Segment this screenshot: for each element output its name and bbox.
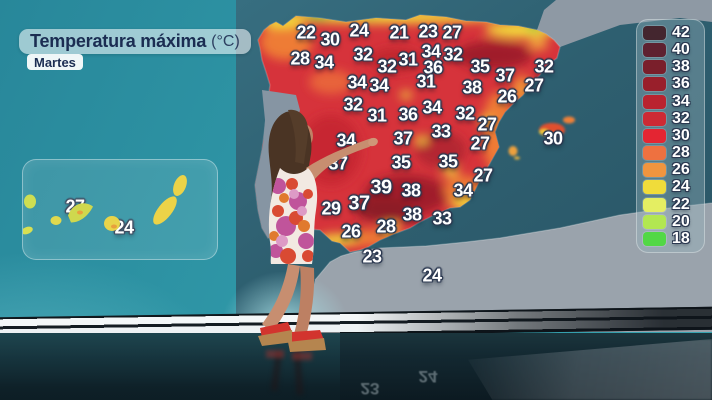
legend-value: 36 (672, 75, 690, 93)
iberia-map-svg (236, 0, 712, 332)
legend-color-chip (643, 128, 666, 143)
legend-color-chip (643, 26, 666, 40)
legend-value: 32 (672, 109, 690, 127)
legend-value: 28 (672, 144, 690, 162)
legend-color-chip (643, 77, 666, 92)
presenter-silhouette (258, 109, 378, 352)
legend-row: 32 (643, 109, 704, 127)
front-sandal-wedge (258, 330, 294, 346)
legend-row: 36 (643, 75, 704, 93)
legend-color-chip (643, 231, 666, 246)
title-box: Temperatura máxima (°C) (19, 29, 251, 54)
balearic-islands (508, 116, 575, 160)
page-title: Temperatura máxima (30, 31, 207, 51)
legend-value: 30 (672, 126, 690, 144)
legend-color-chip (643, 197, 666, 212)
legend-value: 42 (672, 24, 690, 41)
legend-row: 20 (643, 212, 704, 230)
legend-color-chip (643, 180, 666, 195)
shoe-reflection (266, 350, 284, 358)
legend-color-chip (643, 94, 666, 109)
legend-color-chip (643, 146, 666, 161)
legend-row: 26 (643, 161, 704, 179)
legend-row: 38 (643, 58, 704, 76)
temperature-heat-layer (259, 15, 557, 246)
temperature-legend: 42 40 38 36 34 32 30 28 26 24 22 20 18 (636, 19, 705, 253)
legend-row: 30 (643, 126, 704, 144)
weather-map (236, 0, 712, 332)
legend-row: 34 (643, 92, 704, 110)
legend-color-chip (643, 111, 666, 126)
reflected-temperature-label: 23 (360, 379, 380, 398)
presenter-front-leg (262, 264, 300, 332)
back-sandal-wedge (288, 338, 326, 352)
legend-row: 28 (643, 144, 704, 162)
legend-value: 34 (672, 92, 690, 110)
canary-islands-svg (23, 175, 187, 235)
france-region (537, 0, 712, 47)
legend-row: 24 (643, 178, 704, 196)
presenter-back-leg (294, 266, 315, 336)
legend-value: 18 (672, 229, 690, 247)
presenter-hand (368, 137, 378, 147)
legend-value: 38 (672, 58, 690, 76)
legend-row: 22 (643, 195, 704, 213)
legend-color-chip (643, 214, 666, 229)
legend-row: 40 (643, 41, 704, 59)
canary-islands-inset (22, 159, 218, 260)
legend-value: 20 (672, 212, 690, 230)
canary-islands-shapes (23, 175, 187, 235)
africa-coastline (314, 202, 712, 281)
front-sandal-strap (260, 322, 292, 338)
legend-color-chip (643, 60, 666, 75)
floor-africa-reflection (468, 339, 712, 400)
presenter-hair-front (288, 109, 308, 164)
presenter-arm (306, 138, 375, 180)
day-label: Martes (27, 54, 83, 70)
dress-floral-pattern (269, 178, 314, 264)
legend-row: 42 (643, 24, 704, 41)
legend-value: 40 (672, 41, 690, 59)
africa-region (305, 203, 712, 332)
legend-value: 22 (672, 195, 690, 213)
shoe-reflection (292, 352, 312, 360)
legend-row: 18 (643, 229, 704, 247)
legend-color-chip (643, 163, 666, 178)
legend-value: 26 (672, 161, 690, 179)
legend-color-chip (643, 43, 666, 58)
reflected-temperature-label: 24 (418, 367, 438, 386)
floor-teal-reflection (0, 333, 340, 400)
studio-floor: 23 24 (0, 333, 712, 400)
legend-value: 24 (672, 178, 690, 196)
title-unit: (°C) (211, 32, 240, 50)
